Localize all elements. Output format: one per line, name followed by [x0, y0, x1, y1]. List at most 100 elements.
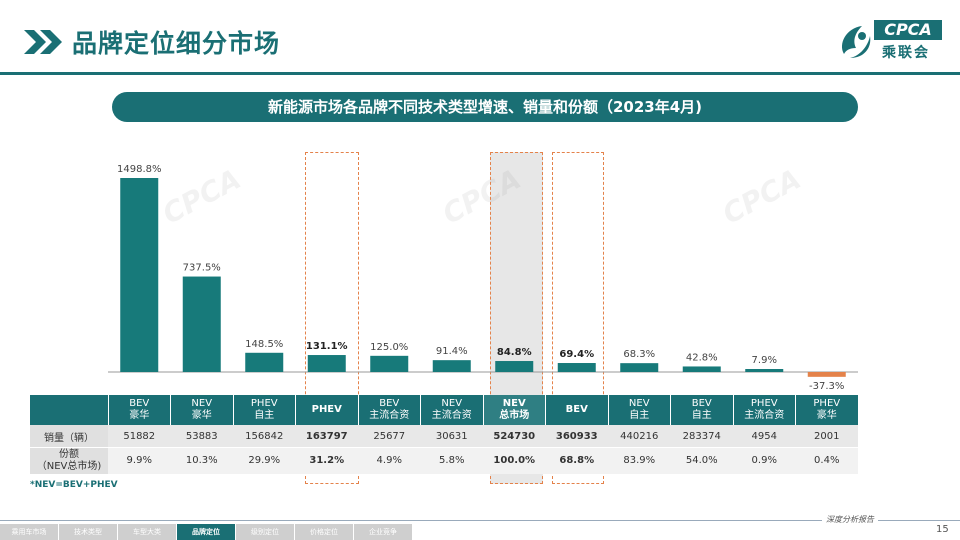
nav-item[interactable]: 价格定位 [295, 524, 353, 540]
row-label: 份额 （NEV总市场) [30, 447, 108, 474]
table-cell: 30631 [420, 425, 483, 448]
table-cell: 2001 [795, 425, 858, 448]
table-cell: 25677 [358, 425, 421, 448]
bar-2 [245, 352, 284, 372]
bar-7 [557, 363, 596, 372]
header-line1: NEV [191, 398, 213, 409]
table-header-cell: PHEV [295, 395, 359, 425]
table-cell: 10.3% [170, 447, 233, 474]
header-line1: NEV [502, 398, 526, 409]
table-header-cell: BEV 豪华 [108, 395, 171, 425]
growth-bar-chart: 1498.8% 737.5% 148.5% 131.1% 125.0% 91.4% 84.8… [108, 164, 858, 392]
data-label-4: 125.0% [370, 342, 408, 353]
page-number: 15 [936, 524, 949, 535]
table-cell: 163797 [295, 425, 358, 448]
data-label-9: 42.8% [686, 352, 718, 363]
table-cell: 156842 [233, 425, 296, 448]
header-line2: 自主 [629, 410, 650, 421]
table-cell: 5.8% [420, 447, 483, 474]
bar-4 [370, 355, 409, 372]
table-cell: 51882 [108, 425, 171, 448]
data-label-3: 131.1% [306, 341, 348, 352]
nav-item[interactable]: 乘用车市场 [0, 524, 58, 540]
table-header-cell: BEV [545, 395, 609, 425]
header-line1: PHEV [750, 398, 778, 409]
highlight-box-phev [305, 152, 359, 484]
header-line1: BEV [129, 398, 150, 409]
row-label-line2: （NEV总市场) [36, 461, 102, 472]
table-corner-cell [30, 395, 109, 425]
table-cell: 360933 [545, 425, 608, 448]
header-line2: 豪华 [816, 410, 837, 421]
bar-11 [807, 372, 846, 377]
row-label-line1: 销量（辆） [44, 432, 94, 444]
table-cell: 83.9% [608, 447, 671, 474]
data-label-5: 91.4% [436, 346, 468, 357]
logo-swirl-icon [842, 26, 871, 58]
page-title: 品牌定位细分市场 [72, 29, 281, 58]
nav-item[interactable]: 企业竞争 [354, 524, 412, 540]
table-header-cell: NEV 总市场 [483, 395, 546, 425]
logo-text: CPCA [874, 20, 942, 40]
bar-5 [432, 360, 471, 372]
row-label-line1: 份额 [59, 449, 79, 460]
header-line1: PHEV [311, 404, 342, 415]
bar-1 [182, 276, 221, 372]
table-cell: 31.2% [295, 447, 358, 474]
nav-item[interactable]: 车型大类 [118, 524, 176, 540]
table-header-cell: BEV 自主 [670, 395, 734, 425]
header-line1: NEV [628, 398, 650, 409]
table-cell: 53883 [170, 425, 233, 448]
data-table: BEV 豪华 NEV 豪华 PHEV 自主 PHEV BEV 主流合资 NEV 主流合资 NEV 总市场… [30, 395, 859, 474]
header-line2: 主流合资 [369, 410, 410, 421]
header-line1: BEV [691, 398, 712, 409]
table-cell: 100.0% [483, 447, 546, 474]
bar-8 [620, 363, 659, 372]
header-line2: 自主 [254, 410, 275, 421]
data-label-8: 68.3% [623, 349, 655, 360]
header-line1: BEV [565, 404, 588, 415]
bar-3 [307, 355, 346, 372]
table-cell: 283374 [670, 425, 733, 448]
header-line1: NEV [441, 398, 463, 409]
table-cell: 29.9% [233, 447, 296, 474]
table-cell: 440216 [608, 425, 671, 448]
table-cell: 4.9% [358, 447, 421, 474]
header-line1: PHEV [250, 398, 278, 409]
table-cell: 524730 [483, 425, 546, 448]
data-label-2: 148.5% [245, 339, 283, 350]
bar-6 [495, 361, 534, 372]
row-label: 销量（辆） [30, 425, 108, 448]
footnote: *NEV=BEV+PHEV [30, 480, 118, 490]
title-row: 品牌定位细分市场 [22, 22, 280, 62]
header-line1: PHEV [813, 398, 841, 409]
data-label-7: 69.4% [559, 349, 594, 360]
double-chevron-icon [22, 28, 66, 56]
header-line2: 豪华 [129, 410, 150, 421]
nav-item[interactable]: 技术类型 [59, 524, 117, 540]
data-label-6: 84.8% [497, 347, 532, 358]
cpca-logo: CPCA 乘联会 [836, 18, 944, 62]
table-header-cell: NEV 主流合资 [420, 395, 484, 425]
nav-item[interactable]: 级别定位 [236, 524, 294, 540]
highlight-box-bev [552, 152, 604, 484]
header-divider [0, 72, 960, 75]
footer-divider [0, 520, 960, 521]
data-label-0: 1498.8% [117, 164, 162, 175]
table-cell: 4954 [733, 425, 796, 448]
data-label-1: 737.5% [183, 263, 221, 274]
table-header-cell: PHEV 自主 [233, 395, 296, 425]
table-header-cell: PHEV 豪华 [795, 395, 859, 425]
bar-0 [120, 178, 159, 372]
section-nav: 乘用车市场 技术类型 车型大类 品牌定位 级别定位 价格定位 企业竞争 [0, 524, 413, 540]
header-line2: 主流合资 [744, 410, 785, 421]
table-cell: 68.8% [545, 447, 608, 474]
table-header-row: BEV 豪华 NEV 豪华 PHEV 自主 PHEV BEV 主流合资 NEV 主流合资 NEV 总市场… [30, 395, 859, 425]
nav-item[interactable]: 品牌定位 [177, 524, 235, 540]
table-cell: 0.9% [733, 447, 796, 474]
table-cell: 9.9% [108, 447, 171, 474]
header-line2: 主流合资 [431, 410, 472, 421]
chart-banner-title: 新能源市场各品牌不同技术类型增速、销量和份额（2023年4月) [112, 92, 858, 122]
data-label-10: 7.9% [752, 355, 777, 366]
table-row: 销量（辆） 51882 53883 156842 163797 25677 30631 524… [30, 425, 858, 448]
